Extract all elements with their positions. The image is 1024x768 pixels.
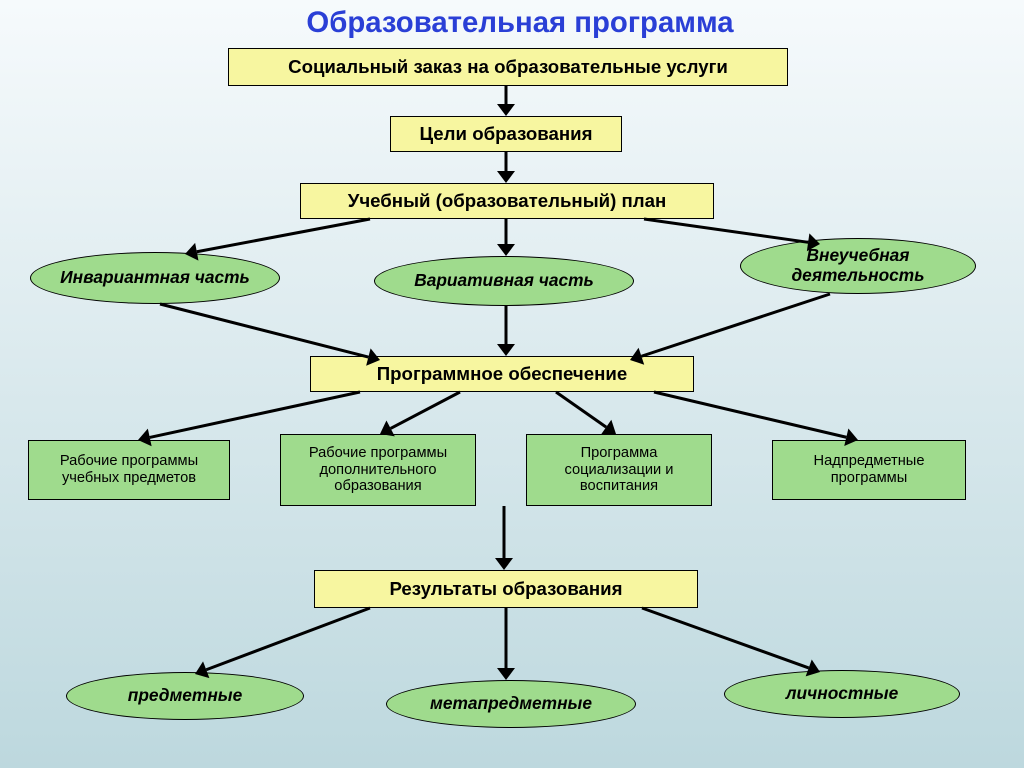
- node-social_order: Социальный заказ на образовательные услу…: [228, 48, 788, 86]
- node-meta: метапредметные: [386, 680, 636, 728]
- node-extracurricular: Внеучебная деятельность: [740, 238, 976, 294]
- node-work_subj: Рабочие программы учебных предметов: [28, 440, 230, 500]
- node-results: Результаты образования: [314, 570, 698, 608]
- node-layer: Образовательная программа Социальный зака…: [0, 0, 1024, 768]
- node-variative: Вариативная часть: [374, 256, 634, 306]
- node-invariant: Инвариантная часть: [30, 252, 280, 304]
- node-supra: Надпредметные программы: [772, 440, 966, 500]
- node-personal: личностные: [724, 670, 960, 718]
- node-subject: предметные: [66, 672, 304, 720]
- diagram-title: Образовательная программа: [270, 6, 770, 38]
- node-goals: Цели образования: [390, 116, 622, 152]
- node-socialization: Программа социализации и воспитания: [526, 434, 712, 506]
- node-software: Программное обеспечение: [310, 356, 694, 392]
- node-work_addl: Рабочие программы дополнительного образо…: [280, 434, 476, 506]
- node-plan: Учебный (образовательный) план: [300, 183, 714, 219]
